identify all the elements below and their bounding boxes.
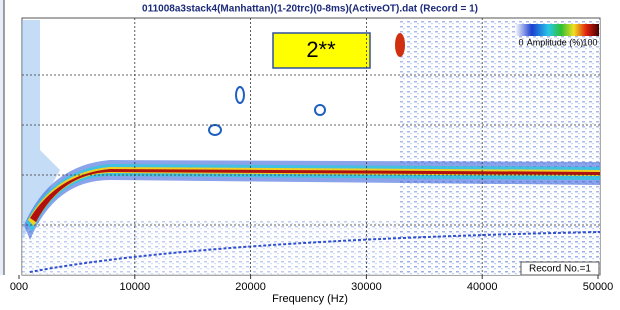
colorbar-tick-label: 0 <box>518 37 523 47</box>
x-tick-label: 50000 <box>583 281 614 293</box>
colorbar-label: Amplitude (%) <box>527 37 584 47</box>
chart-title: 011008a3stack4(Manhattan)(1-20trc)(0-8ms… <box>142 4 478 15</box>
colorbar <box>515 24 599 36</box>
noise-region <box>22 220 600 275</box>
x-tick-label: 40000 <box>467 281 498 293</box>
annotation: 2** <box>306 37 336 62</box>
colorbar-tick-label: 100 <box>582 37 597 47</box>
left-panel-edge <box>0 0 4 275</box>
chart: 011008a3stack4(Manhattan)(1-20trc)(0-8ms… <box>0 0 620 310</box>
x-axis-label: Frequency (Hz) <box>272 293 348 305</box>
x-tick-label: 000 <box>10 281 28 293</box>
x-tick-label: 20000 <box>235 281 266 293</box>
energy-spot <box>395 33 405 57</box>
record-label: Record No.=1 <box>529 264 591 275</box>
x-tick-label: 10000 <box>120 281 151 293</box>
x-tick-label: 30000 <box>351 281 382 293</box>
